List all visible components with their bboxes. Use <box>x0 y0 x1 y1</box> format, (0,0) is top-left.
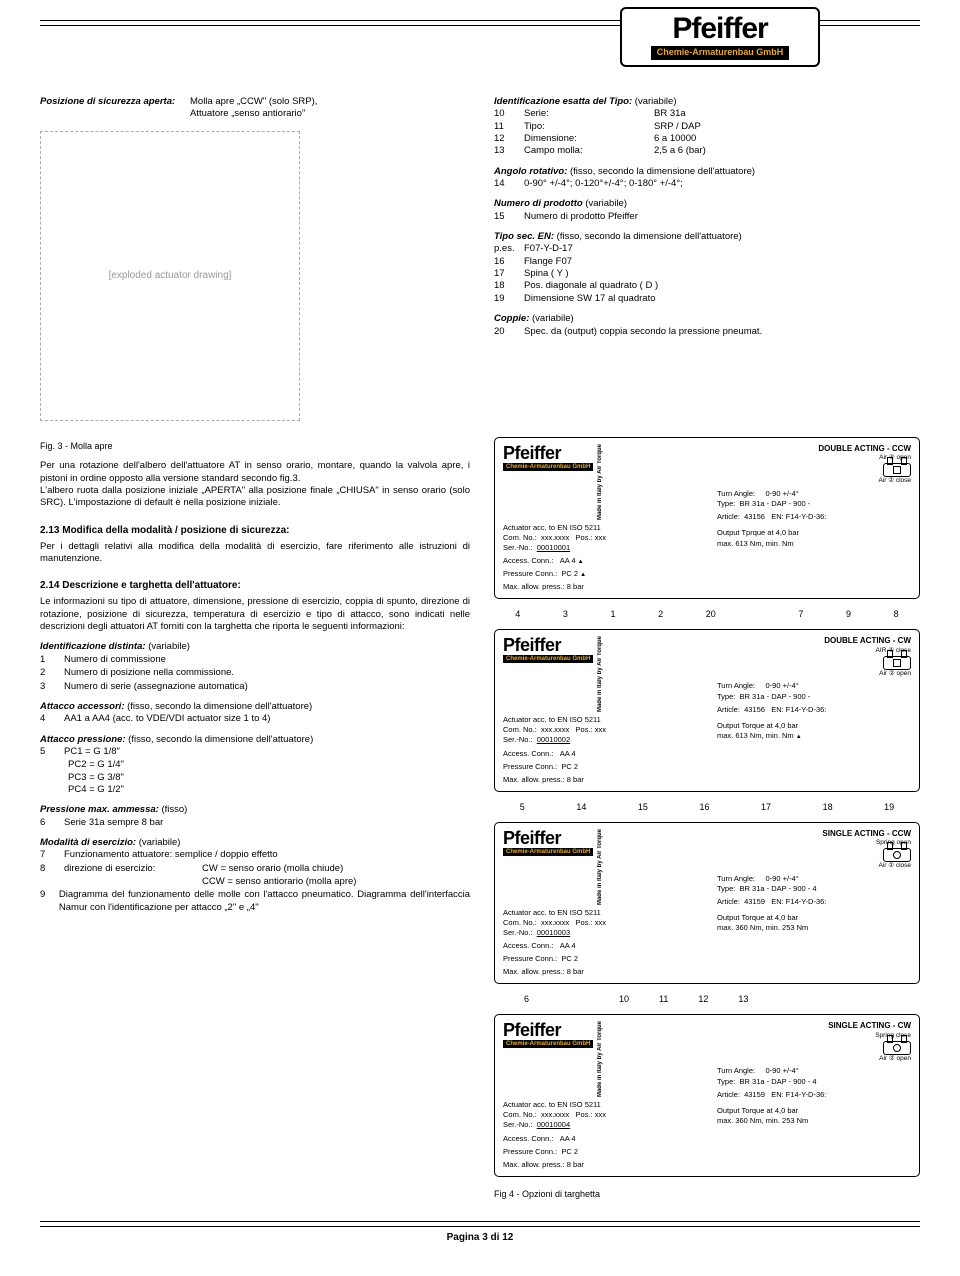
cylinder-spring-icon <box>883 1041 911 1055</box>
cylinder-spring-icon <box>883 848 911 862</box>
modal-block: Modalità di esercizio: (variabile) 7Funz… <box>40 837 470 914</box>
nameplate-single-cw: Pfeiffer Chemie-Armaturenbau GmbH Made i… <box>494 1014 920 1177</box>
fig3-p1: Per una rotazione dell'albero dell'attua… <box>40 460 470 485</box>
brand-sub: Chemie-Armaturenbau GmbH <box>651 46 790 60</box>
nameplate-double-ccw: Pfeiffer Chemie-Armaturenbau GmbH Made i… <box>494 437 920 600</box>
cylinder-icon <box>883 463 911 477</box>
s213-heading: 2.13 Modifica della modalità / posizione… <box>40 524 470 537</box>
brand-logo: Pfeiffer Chemie-Armaturenbau GmbH <box>620 7 820 67</box>
numprod-block: Numero di prodotto (variabile) 15Numero … <box>494 198 920 223</box>
page-number: Pagina 3 di 12 <box>40 1226 920 1244</box>
fig3-caption: Fig. 3 - Molla apre <box>40 441 470 453</box>
np3-callouts: 610111213 <box>494 994 920 1006</box>
s214-p: Le informazioni su tipo di attuatore, di… <box>40 596 470 633</box>
fig4-caption: Fig 4 - Opzioni di targhetta <box>494 1189 920 1201</box>
fig3-p2: L'albero ruota dalla posizione iniziale … <box>40 485 470 510</box>
nameplates-column: Pfeiffer Chemie-Armaturenbau GmbH Made i… <box>494 437 920 1201</box>
np1-callouts: 431220798 <box>494 609 920 621</box>
pressmax-block: Pressione max. ammessa: (fisso) 6Serie 3… <box>40 804 470 829</box>
identdist-block: Identificazione distinta: (variabile) 1N… <box>40 641 470 692</box>
nameplate-double-cw: Pfeiffer Chemie-Armaturenbau GmbH Made i… <box>494 629 920 792</box>
attacc-block: Attacco accessori: (fisso, secondo la di… <box>40 701 470 726</box>
header-rule-top: Pfeiffer Chemie-Armaturenbau GmbH <box>40 20 920 21</box>
angolo-block: Angolo rotativo: (fisso, secondo la dime… <box>494 166 920 191</box>
brand-name: Pfeiffer <box>672 14 767 44</box>
s213-p: Per i dettagli relativi alla modifica de… <box>40 541 470 566</box>
cylinder-icon <box>883 656 911 670</box>
actuator-exploded-drawing: [exploded actuator drawing] <box>40 131 300 421</box>
safety-position: Posizione di sicurezza aperta: Molla apr… <box>40 96 470 121</box>
attpress-block: Attacco pressione: (fisso, secondo la di… <box>40 734 470 797</box>
ident-block: Identificazione esatta del Tipo: (variab… <box>494 96 920 158</box>
s214-heading: 2.14 Descrizione e targhetta dell'attuat… <box>40 579 470 592</box>
np2-callouts: 5141516171819 <box>494 802 920 814</box>
coppie-block: Coppie: (variabile) 20Spec. da (output) … <box>494 313 920 338</box>
footer-rule <box>40 1221 920 1222</box>
nameplate-single-ccw: Pfeiffer Chemie-Armaturenbau GmbH Made i… <box>494 822 920 985</box>
tiposec-block: Tipo sec. EN: (fisso, secondo la dimensi… <box>494 231 920 305</box>
